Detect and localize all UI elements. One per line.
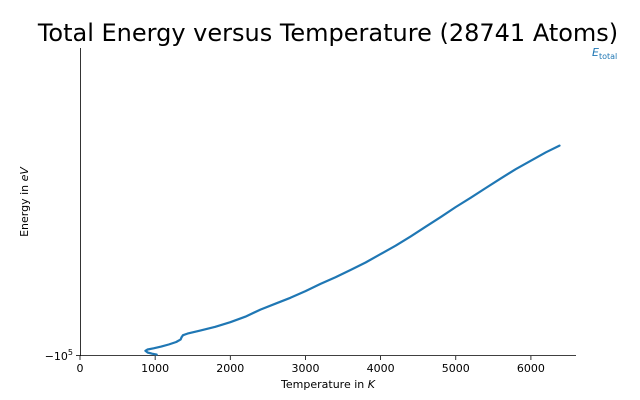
x-ticks: 0 1000 2000 3000 4000 5000 6000 (77, 356, 545, 375)
x-tick-label: 3000 (291, 362, 319, 375)
x-tick-label: 6000 (517, 362, 545, 375)
y-ticks: −105 (45, 348, 80, 363)
x-tick-label: 5000 (442, 362, 470, 375)
plot-area (144, 144, 561, 356)
x-tick-label: 2000 (216, 362, 244, 375)
x-tick-label: 1000 (141, 362, 169, 375)
axes (80, 48, 576, 356)
legend-series-label: Etotal (592, 46, 617, 61)
x-tick-label: 0 (77, 362, 84, 375)
series-line-e-total (144, 144, 561, 356)
x-axis-label: Temperature in K (280, 378, 376, 391)
y-tick-label: −105 (45, 348, 73, 363)
chart-title: Total Energy versus Temperature (28741 A… (37, 19, 618, 47)
x-tick-label: 4000 (367, 362, 395, 375)
y-axis-label: Energy in eV (18, 166, 31, 237)
